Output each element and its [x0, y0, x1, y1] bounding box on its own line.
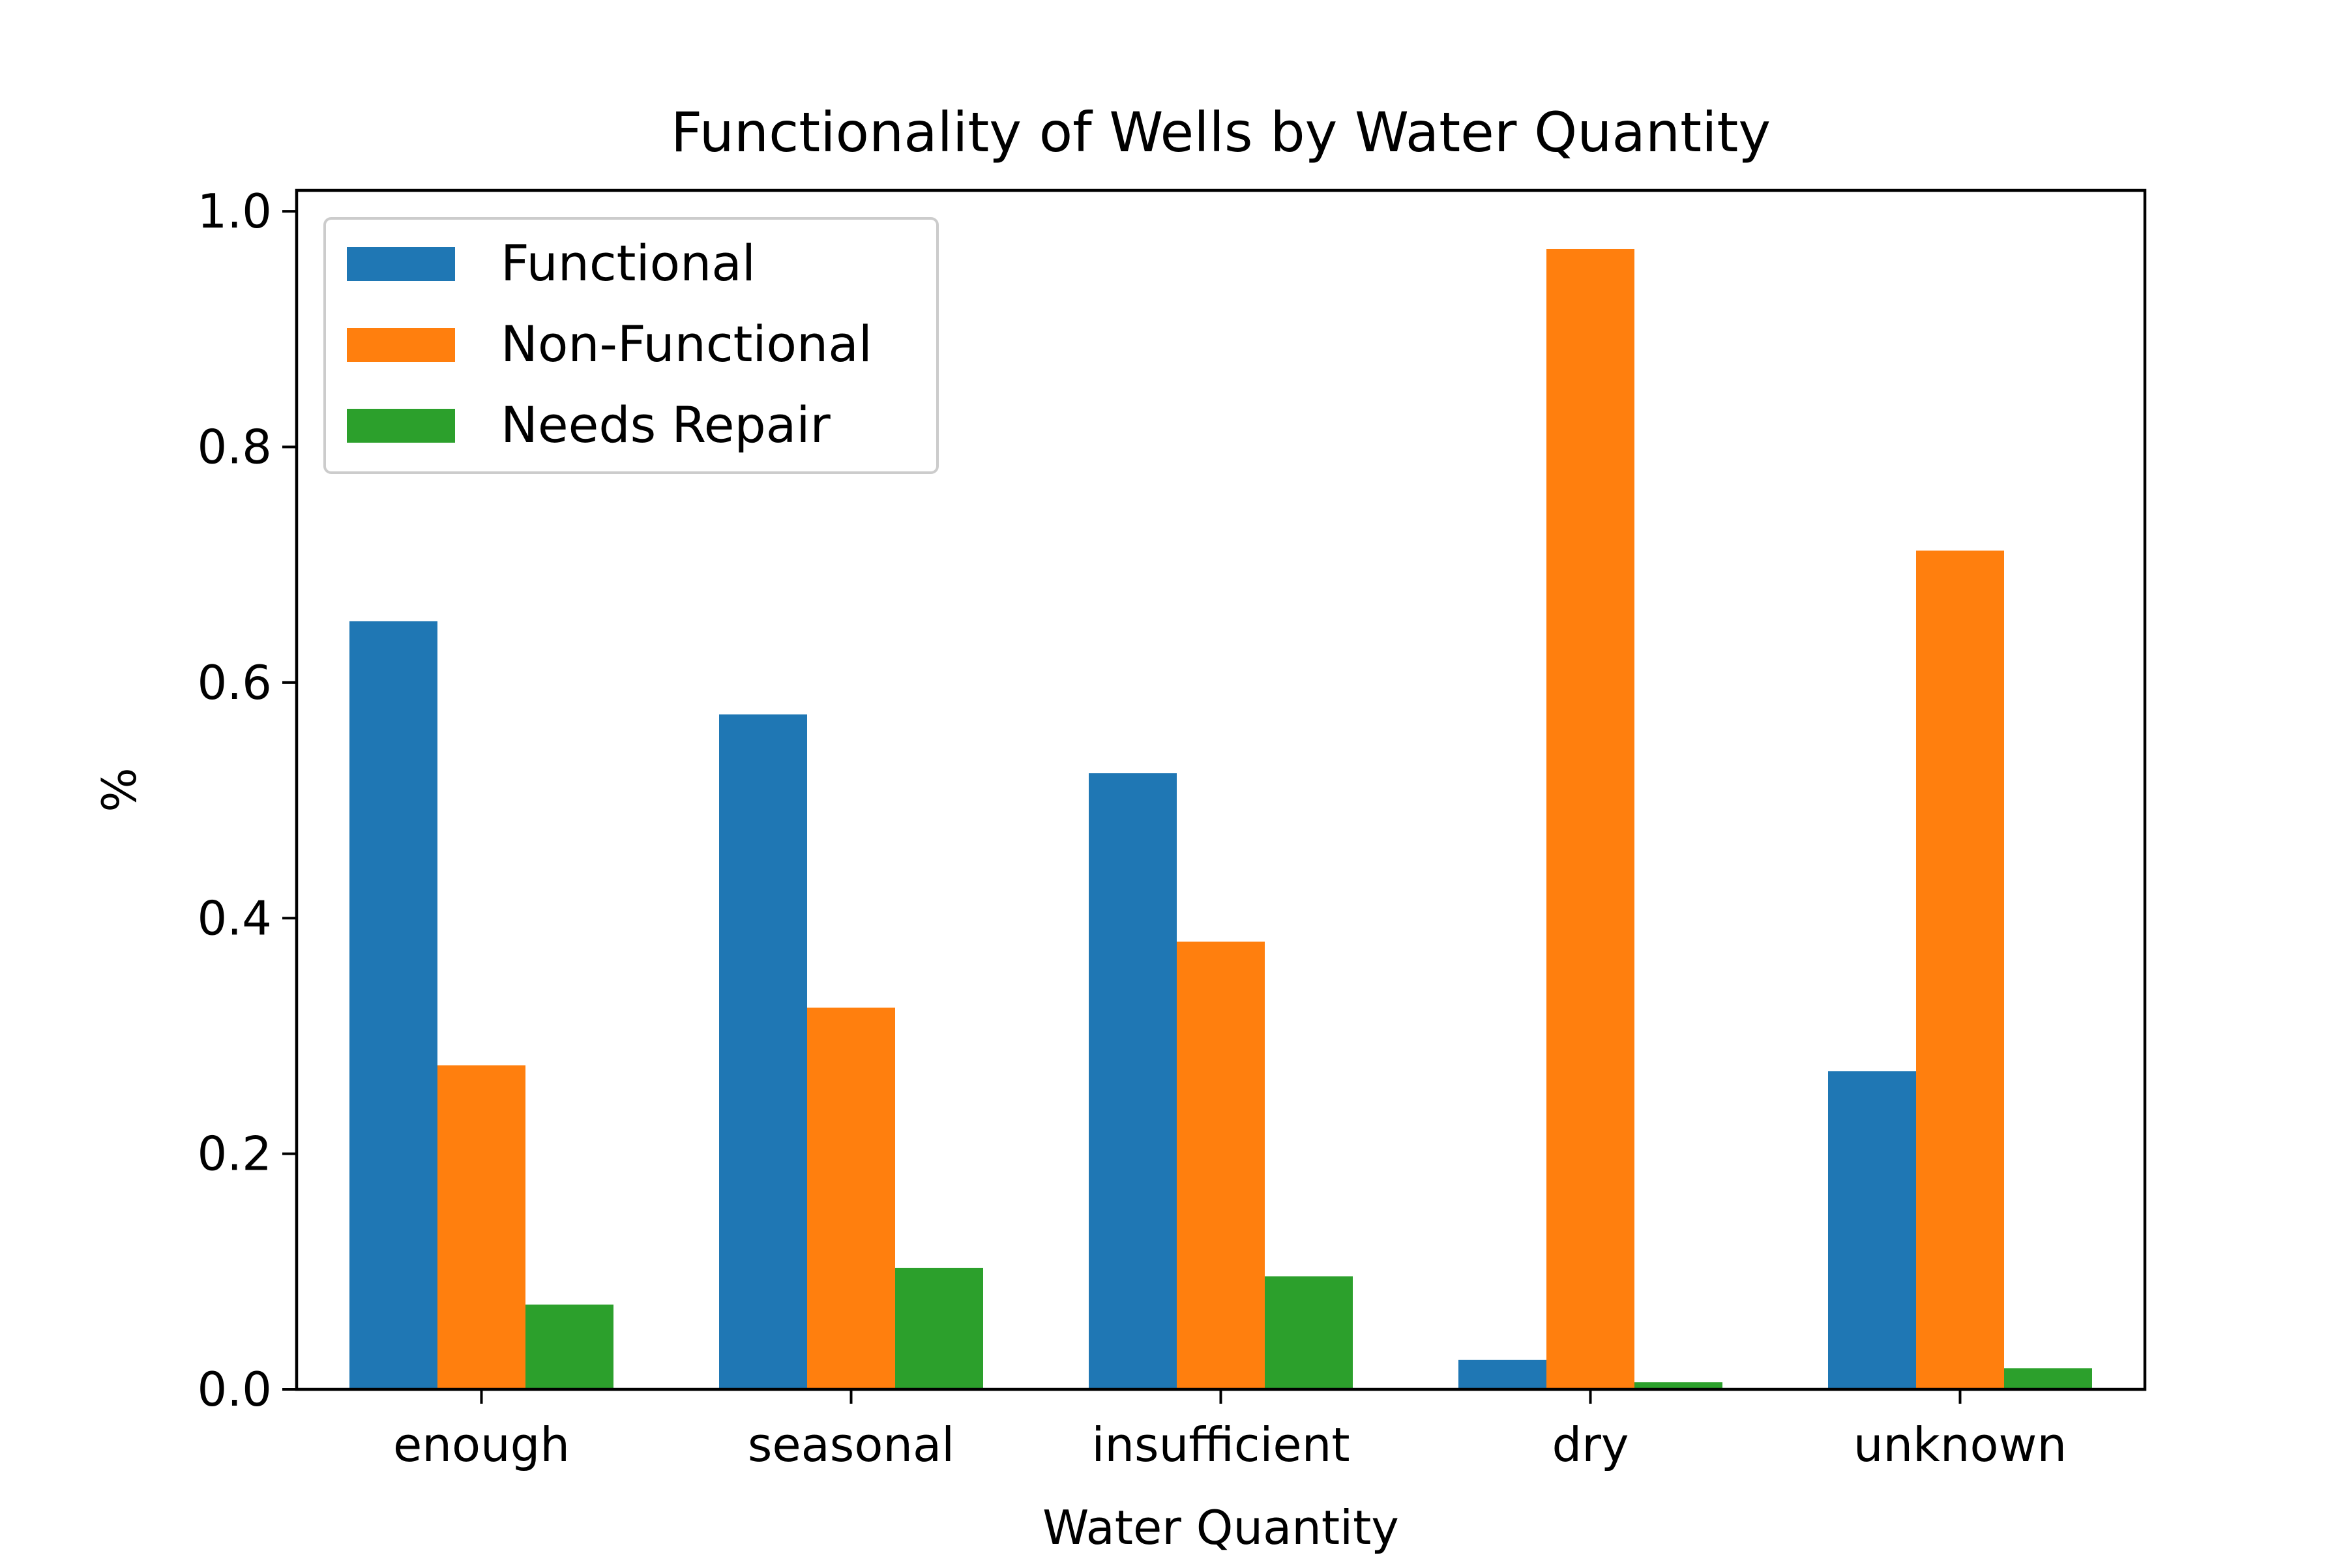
legend: Functional Non-Functional Needs Repair	[323, 217, 939, 474]
bar-non-functional-dry	[1546, 248, 1634, 1389]
y-tick-label: 0.2	[197, 1127, 272, 1181]
bar-needs-repair-dry	[1634, 1382, 1722, 1389]
y-tick-label: 0.6	[197, 655, 272, 710]
y-tick-label: 0.8	[197, 420, 272, 475]
bar-non-functional-enough	[437, 1065, 525, 1389]
legend-label-needs-repair: Needs Repair	[501, 396, 831, 454]
bar-needs-repair-enough	[525, 1304, 613, 1389]
bar-needs-repair-insufficient	[1265, 1276, 1353, 1389]
y-tick-label: 1.0	[197, 184, 272, 239]
legend-swatch-non-functional	[347, 328, 455, 362]
legend-swatch-functional	[347, 247, 455, 281]
bar-needs-repair-seasonal	[895, 1267, 983, 1389]
y-tick-label: 0.0	[197, 1362, 272, 1417]
bar-functional-insufficient	[1089, 773, 1177, 1389]
x-tick-label-seasonal: seasonal	[748, 1417, 954, 1472]
y-tick-label: 0.4	[197, 891, 272, 945]
legend-label-functional: Functional	[501, 234, 756, 292]
legend-swatch-needs-repair	[347, 409, 455, 443]
legend-label-non-functional: Non-Functional	[501, 315, 872, 373]
x-axis: enough seasonal insufficient dry unknown	[393, 1389, 2067, 1472]
bar-functional-seasonal	[719, 714, 807, 1389]
bar-non-functional-unknown	[1916, 550, 2004, 1389]
x-tick-label-insufficient: insufficient	[1091, 1417, 1350, 1472]
bar-non-functional-seasonal	[807, 1007, 895, 1389]
y-axis: 0.0 0.2 0.4 0.6 0.8 1.0	[197, 184, 297, 1417]
bars-group	[349, 248, 2092, 1390]
chart-title: Functionality of Wells by Water Quantity	[671, 100, 1771, 164]
bar-non-functional-insufficient	[1177, 941, 1265, 1389]
x-tick-label-unknown: unknown	[1853, 1417, 2067, 1472]
x-tick-label-dry: dry	[1552, 1417, 1629, 1472]
bar-needs-repair-unknown	[2004, 1368, 2092, 1389]
bar-functional-dry	[1458, 1359, 1546, 1389]
x-tick-label-enough: enough	[393, 1417, 570, 1472]
bar-functional-enough	[349, 621, 437, 1390]
x-axis-label: Water Quantity	[1042, 1500, 1399, 1555]
y-axis-label: %	[92, 767, 147, 812]
bar-functional-unknown	[1828, 1071, 1916, 1389]
legend-box	[323, 217, 939, 474]
